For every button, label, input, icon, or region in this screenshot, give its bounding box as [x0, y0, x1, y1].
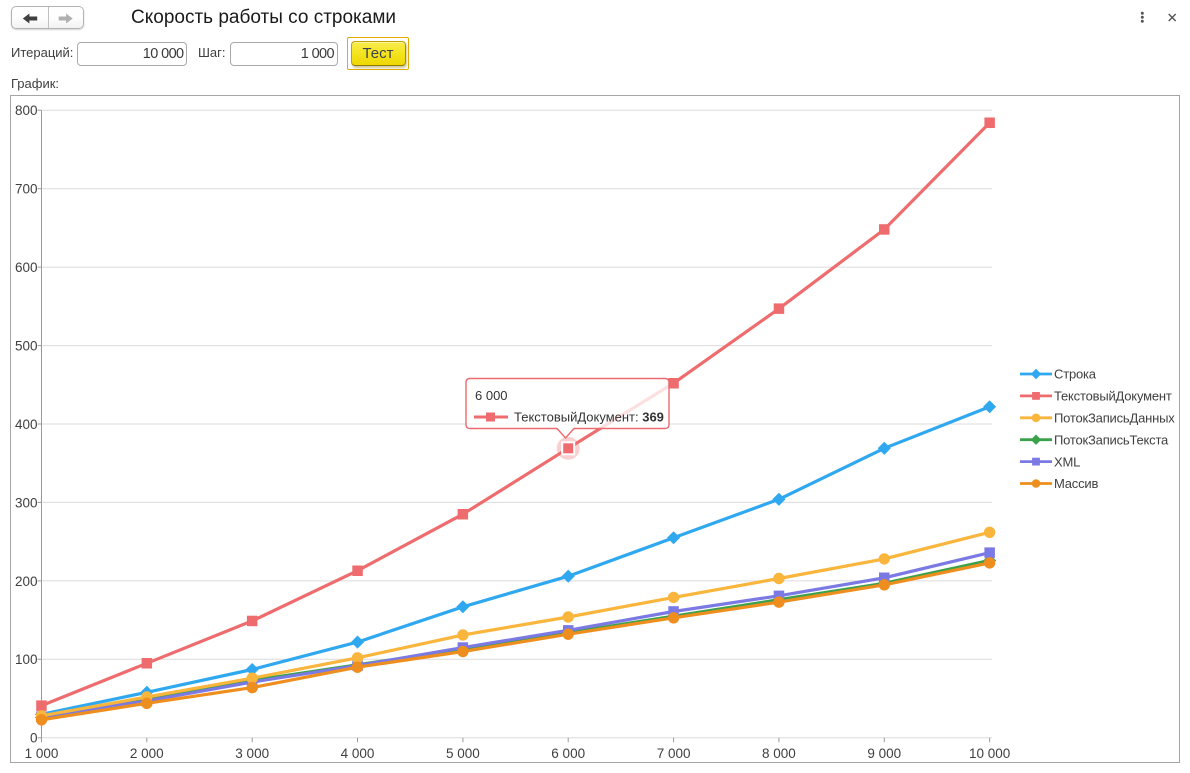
svg-text:4 000: 4 000: [341, 746, 375, 761]
svg-text:Массив: Массив: [1054, 476, 1098, 491]
svg-text:9 000: 9 000: [867, 746, 901, 761]
svg-text:300: 300: [15, 495, 38, 510]
svg-text:ТекстовыйДокумент: 369: ТекстовыйДокумент: 369: [514, 410, 664, 425]
svg-text:1 000: 1 000: [25, 746, 59, 761]
svg-text:XML: XML: [1054, 454, 1080, 469]
svg-text:0: 0: [30, 731, 38, 746]
svg-text:8 000: 8 000: [762, 746, 796, 761]
svg-text:6 000: 6 000: [551, 746, 585, 761]
svg-text:800: 800: [15, 103, 38, 118]
svg-text:ПотокЗаписьТекста: ПотокЗаписьТекста: [1054, 432, 1169, 447]
svg-text:400: 400: [15, 417, 38, 432]
svg-text:700: 700: [15, 182, 38, 197]
svg-text:10 000: 10 000: [969, 746, 1010, 761]
svg-text:ПотокЗаписьДанных: ПотокЗаписьДанных: [1054, 411, 1175, 426]
svg-text:6 000: 6 000: [475, 388, 508, 403]
svg-text:5 000: 5 000: [446, 746, 480, 761]
svg-text:100: 100: [15, 652, 38, 667]
svg-text:500: 500: [15, 338, 38, 353]
svg-text:2 000: 2 000: [130, 746, 164, 761]
svg-text:7 000: 7 000: [657, 746, 691, 761]
svg-text:ТекстовыйДокумент: ТекстовыйДокумент: [1054, 389, 1172, 404]
svg-text:600: 600: [15, 260, 38, 275]
svg-text:200: 200: [15, 574, 38, 589]
svg-text:Строка: Строка: [1054, 367, 1097, 382]
svg-text:3 000: 3 000: [235, 746, 269, 761]
